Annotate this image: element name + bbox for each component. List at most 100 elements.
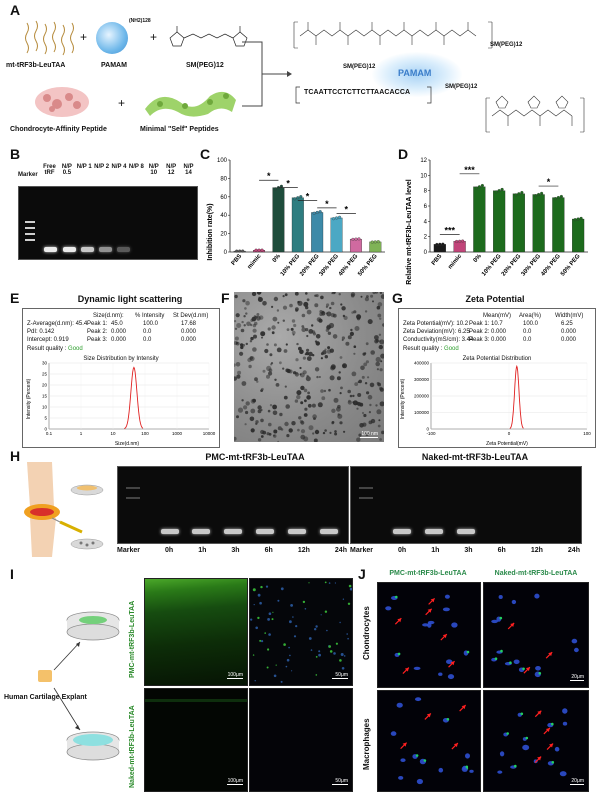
result-good: Good	[68, 346, 83, 352]
x-tick-label: 100	[141, 431, 149, 436]
tem-particles	[234, 292, 384, 442]
y-tick-label: 20	[42, 383, 48, 388]
dls-row: Peak 2:	[87, 329, 108, 335]
green-signal	[494, 657, 498, 660]
fluorescent-dot	[349, 587, 353, 591]
nanoparticle	[277, 321, 280, 324]
fluorescent-dot	[346, 633, 348, 635]
plus-sign-2: +	[150, 30, 158, 44]
dls-row: 45.0	[111, 321, 123, 327]
nanoparticle	[271, 331, 275, 335]
fluorescent-dot	[290, 604, 293, 607]
nucleus	[438, 672, 443, 676]
nanoparticle	[298, 416, 302, 420]
green-signal	[415, 754, 419, 757]
data-point	[520, 191, 524, 195]
nanoparticle	[250, 428, 255, 433]
y-tick-label: 400000	[414, 361, 430, 366]
nucleus	[574, 647, 579, 653]
nanoparticle	[260, 429, 265, 435]
nanoparticle	[306, 298, 310, 302]
nanoparticle	[368, 420, 373, 425]
fluorescent-dot	[328, 645, 330, 647]
nucleus	[438, 767, 444, 773]
pamam-subscript: (NH2)128	[129, 18, 151, 24]
nanoparticle	[314, 367, 320, 372]
nucleus	[422, 623, 429, 627]
scale-label: 20μm	[571, 778, 584, 784]
nanoparticle	[314, 294, 317, 297]
fluorescent-dot	[289, 620, 292, 624]
nucleus	[571, 638, 578, 644]
green-signal	[538, 672, 542, 675]
bar	[532, 194, 545, 253]
fluorescent-dot	[268, 633, 271, 636]
nanoparticle	[302, 370, 307, 375]
nanoparticle	[311, 403, 316, 408]
nanoparticle	[244, 307, 247, 310]
nanoparticle	[251, 316, 257, 322]
green-signal	[551, 761, 555, 764]
nanoparticle	[343, 430, 346, 433]
gel-image-b	[18, 186, 198, 260]
nanoparticle	[354, 382, 359, 386]
nanoparticle	[240, 345, 244, 350]
nanoparticle	[252, 398, 256, 403]
nanoparticle	[256, 315, 261, 321]
bar	[473, 186, 486, 253]
nanoparticle	[301, 313, 306, 318]
explant-diagram	[38, 611, 120, 761]
nanoparticle	[299, 366, 302, 370]
fluorescent-dot	[264, 632, 266, 634]
fluorescent-dot	[266, 666, 269, 669]
gel-h-pmc-lanes: Marker 0h 1h 3h 6h 12h 24h	[117, 547, 347, 554]
nanoparticle	[313, 417, 316, 420]
nucleus	[413, 666, 421, 670]
nanoparticle	[350, 328, 353, 332]
nanoparticle	[381, 430, 384, 435]
fluorescent-dot	[347, 637, 349, 640]
nanoparticle	[305, 328, 309, 332]
green-signal	[500, 649, 503, 653]
nanoparticle	[376, 368, 379, 371]
fluorescent-dot	[285, 665, 288, 668]
nanoparticle	[347, 400, 352, 405]
nanoparticle	[254, 377, 258, 382]
bar	[552, 197, 565, 253]
nucleus	[451, 622, 458, 628]
nanoparticle	[377, 302, 383, 307]
nanoparticle	[326, 324, 332, 330]
nanoparticle	[380, 353, 384, 359]
data-point	[540, 191, 544, 195]
nanoparticle	[250, 408, 256, 414]
bar	[493, 190, 506, 253]
nanoparticle	[339, 421, 343, 425]
nanoparticle	[353, 310, 357, 314]
nanoparticle	[271, 325, 276, 330]
nanoparticle	[314, 303, 319, 308]
bar	[330, 217, 343, 253]
nanoparticle	[326, 303, 330, 307]
data-point	[576, 217, 580, 221]
dls-row: 0.0	[143, 337, 152, 343]
nanoparticle	[364, 297, 369, 302]
result-label: Result quality :	[27, 346, 67, 352]
scale-label: 100μm	[227, 778, 243, 784]
data-point	[235, 249, 239, 253]
nanoparticle	[266, 365, 272, 371]
fluorescent-dot	[335, 642, 338, 645]
nanoparticle	[235, 362, 241, 367]
j-cells	[497, 708, 568, 777]
nanoparticle	[296, 390, 302, 396]
nanoparticle	[234, 327, 238, 330]
dls-row: 0.000	[181, 329, 197, 335]
nucleus	[442, 607, 450, 612]
dls-row: Z-Average(d.nm): 45.4	[27, 321, 88, 327]
nanoparticle	[379, 368, 383, 372]
zeta-row: Zeta Deviation(mV): 6.25	[403, 329, 470, 335]
j-micro-pmc-macro	[377, 690, 481, 792]
nucleus	[385, 606, 392, 611]
fluorescent-dot	[334, 582, 336, 584]
x-tick-label: 0	[508, 431, 511, 436]
nanoparticle	[349, 394, 353, 398]
